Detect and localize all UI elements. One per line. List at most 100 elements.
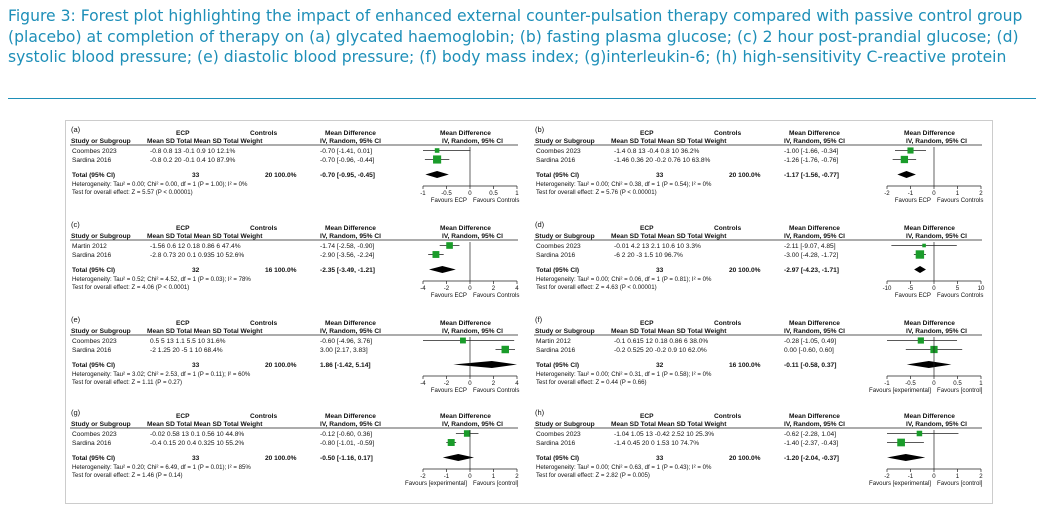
data-columns-header: Mean SD Total Mean SD Total Weight <box>611 421 727 428</box>
data-columns-header: Mean SD Total Mean SD Total Weight <box>611 328 727 335</box>
pooled-effect-diamond <box>897 171 916 178</box>
mean-difference-plot-header: Mean Difference <box>440 320 491 327</box>
ecp-header: ECP <box>176 413 190 420</box>
heterogeneity-text: Heterogeneity: Tau² = 0.20; Chi² = 6.49,… <box>72 464 251 471</box>
pooled-effect-diamond <box>425 171 449 178</box>
x-axis-tick-label: -2 <box>444 380 450 387</box>
x-axis-tick-label: 0 <box>468 285 472 292</box>
study-effect-marker <box>907 147 914 154</box>
panel-label: (h) <box>535 408 545 417</box>
study-column-header: Study or Subgroup <box>535 138 595 145</box>
panel-label: (b) <box>535 125 545 134</box>
x-axis-tick-label: -4 <box>420 380 426 387</box>
pooled-effect-diamond <box>442 454 474 461</box>
x-axis-tick-label: 0 <box>468 380 472 387</box>
x-axis-tick-label: 2 <box>515 473 519 480</box>
study-effect-marker <box>460 337 466 344</box>
panel-label: (e) <box>71 315 81 324</box>
study-data: -1.4 0.8 13 -0.4 0.8 10 36.2% <box>614 148 700 155</box>
mean-difference-header: Mean Difference <box>325 130 376 137</box>
study-name: Sardina 2016 <box>536 252 576 259</box>
study-name: Sardina 2016 <box>536 347 576 354</box>
overall-effect-text: Test for overall effect: Z = 1.46 (P = 0… <box>72 472 183 479</box>
mean-difference-header: Mean Difference <box>789 130 840 137</box>
forest-plot-f: (f) ECP Controls Mean Difference Mean Differ… <box>534 315 983 394</box>
controls-header: Controls <box>714 130 741 137</box>
study-name: Sardina 2016 <box>72 347 112 354</box>
favours-right-label: Favours Controls <box>473 387 519 394</box>
x-axis-tick-label: 0 <box>932 380 936 387</box>
study-effect-marker <box>446 242 453 249</box>
study-effect-marker <box>897 438 905 447</box>
favours-left-label: Favours [experimental] <box>869 387 931 394</box>
x-axis-tick-label: 1 <box>515 190 519 197</box>
panel-label: (d) <box>535 220 545 229</box>
favours-left-label: Favours [experimental] <box>405 480 467 487</box>
total-label: Total (95% CI) <box>72 455 115 462</box>
x-axis-tick-label: 0 <box>932 285 936 292</box>
heterogeneity-text: Heterogeneity: Tau² = 3.02; Chi² = 2.53,… <box>72 371 251 378</box>
total-label: Total (95% CI) <box>72 172 115 179</box>
total-ci: -2.35 [-3.49, -1.21] <box>320 267 375 274</box>
mean-difference-plot-header: Mean Difference <box>904 130 955 137</box>
method-header: IV, Random, 95% CI <box>320 138 381 145</box>
study-ci: -0.70 [-1.41, 0.01] <box>320 148 372 155</box>
ecp-header: ECP <box>176 320 190 327</box>
heterogeneity-text: Heterogeneity: Tau² = 0.00; Chi² = 0.06,… <box>536 276 712 283</box>
study-name: Martin 2012 <box>72 243 107 250</box>
total-label: Total (95% CI) <box>72 362 115 369</box>
method-header: IV, Random, 95% CI <box>784 138 845 145</box>
favours-right-label: Favours [control] <box>473 480 519 487</box>
study-effect-marker <box>463 430 471 437</box>
forest-plot-c: (c) ECP Controls Mean Difference Mean Differ… <box>70 220 519 299</box>
study-ci: -1.74 [-2.58, -0.90] <box>320 243 374 250</box>
study-name: Sardina 2016 <box>72 157 112 164</box>
study-name: Sardina 2016 <box>72 252 112 259</box>
x-axis-tick-label: -0.5 <box>441 190 452 197</box>
overall-effect-text: Test for overall effect: Z = 5.57 (P < 0… <box>72 189 193 196</box>
panel-label: (c) <box>71 220 80 229</box>
study-name: Sardina 2016 <box>72 440 112 447</box>
x-axis-tick-label: 0 <box>932 473 936 480</box>
study-name: Sardina 2016 <box>536 440 576 447</box>
forest-plot-b: (b) ECP Controls Mean Difference Mean Differ… <box>534 125 983 204</box>
mean-difference-plot-header: Mean Difference <box>440 130 491 137</box>
x-axis-tick-label: -0.5 <box>905 380 916 387</box>
study-name: Coombes 2023 <box>72 338 117 345</box>
study-column-header: Study or Subgroup <box>535 421 595 428</box>
study-data: -0.4 0.15 20 0.4 0.325 10 55.2% <box>150 440 244 447</box>
total-n-controls: 20 100.0% <box>729 455 761 462</box>
study-column-header: Study or Subgroup <box>535 328 595 335</box>
study-ci: 0.00 [-0.60, 0.60] <box>784 347 834 354</box>
data-columns-header: Mean SD Total Mean SD Total Weight <box>147 233 263 240</box>
x-axis-tick-label: 1 <box>979 380 983 387</box>
study-ci: -1.00 [-1.66, -0.34] <box>784 148 838 155</box>
method-header: IV, Random, 95% CI <box>320 233 381 240</box>
data-columns-header: Mean SD Total Mean SD Total Weight <box>147 138 263 145</box>
heterogeneity-text: Heterogeneity: Tau² = 0.00; Chi² = 0.00,… <box>72 181 248 188</box>
pooled-effect-diamond <box>914 266 926 273</box>
study-data: -6 2 20 -3 1.5 10 96.7% <box>614 252 683 259</box>
study-data: -1.56 0.6 12 0.18 0.86 6 47.4% <box>150 243 241 250</box>
pooled-effect-diamond <box>887 454 926 461</box>
study-data: -0.01 4.2 13 2.1 10.6 10 3.3% <box>614 243 701 250</box>
heterogeneity-text: Heterogeneity: Tau² = 0.00; Chi² = 0.31,… <box>536 371 712 378</box>
controls-header: Controls <box>250 320 277 327</box>
total-ci: -1.20 [-2.04, -0.37] <box>784 455 839 462</box>
controls-header: Controls <box>250 225 277 232</box>
study-data: -0.1 0.615 12 0.18 0.86 6 38.0% <box>614 338 708 345</box>
study-ci: -0.60 [-4.96, 3.76] <box>320 338 372 345</box>
total-n-controls: 20 100.0% <box>729 267 761 274</box>
total-label: Total (95% CI) <box>536 362 579 369</box>
study-effect-marker <box>916 430 923 437</box>
method-plot-header: IV, Random, 95% CI <box>442 233 503 240</box>
x-axis-tick-label: 0 <box>468 190 472 197</box>
x-axis-tick-label: -2 <box>444 285 450 292</box>
ecp-header: ECP <box>640 225 654 232</box>
x-axis-tick-label: 0 <box>468 473 472 480</box>
method-header: IV, Random, 95% CI <box>320 421 381 428</box>
figure-caption: Figure 3: Forest plot highlighting the i… <box>8 7 1023 66</box>
study-data: -0.02 0.58 13 0.1 0.56 10 44.8% <box>150 431 244 438</box>
study-data: -1.04 1.05 13 -0.42 2.52 10 25.3% <box>614 431 714 438</box>
method-header: IV, Random, 95% CI <box>784 233 845 240</box>
